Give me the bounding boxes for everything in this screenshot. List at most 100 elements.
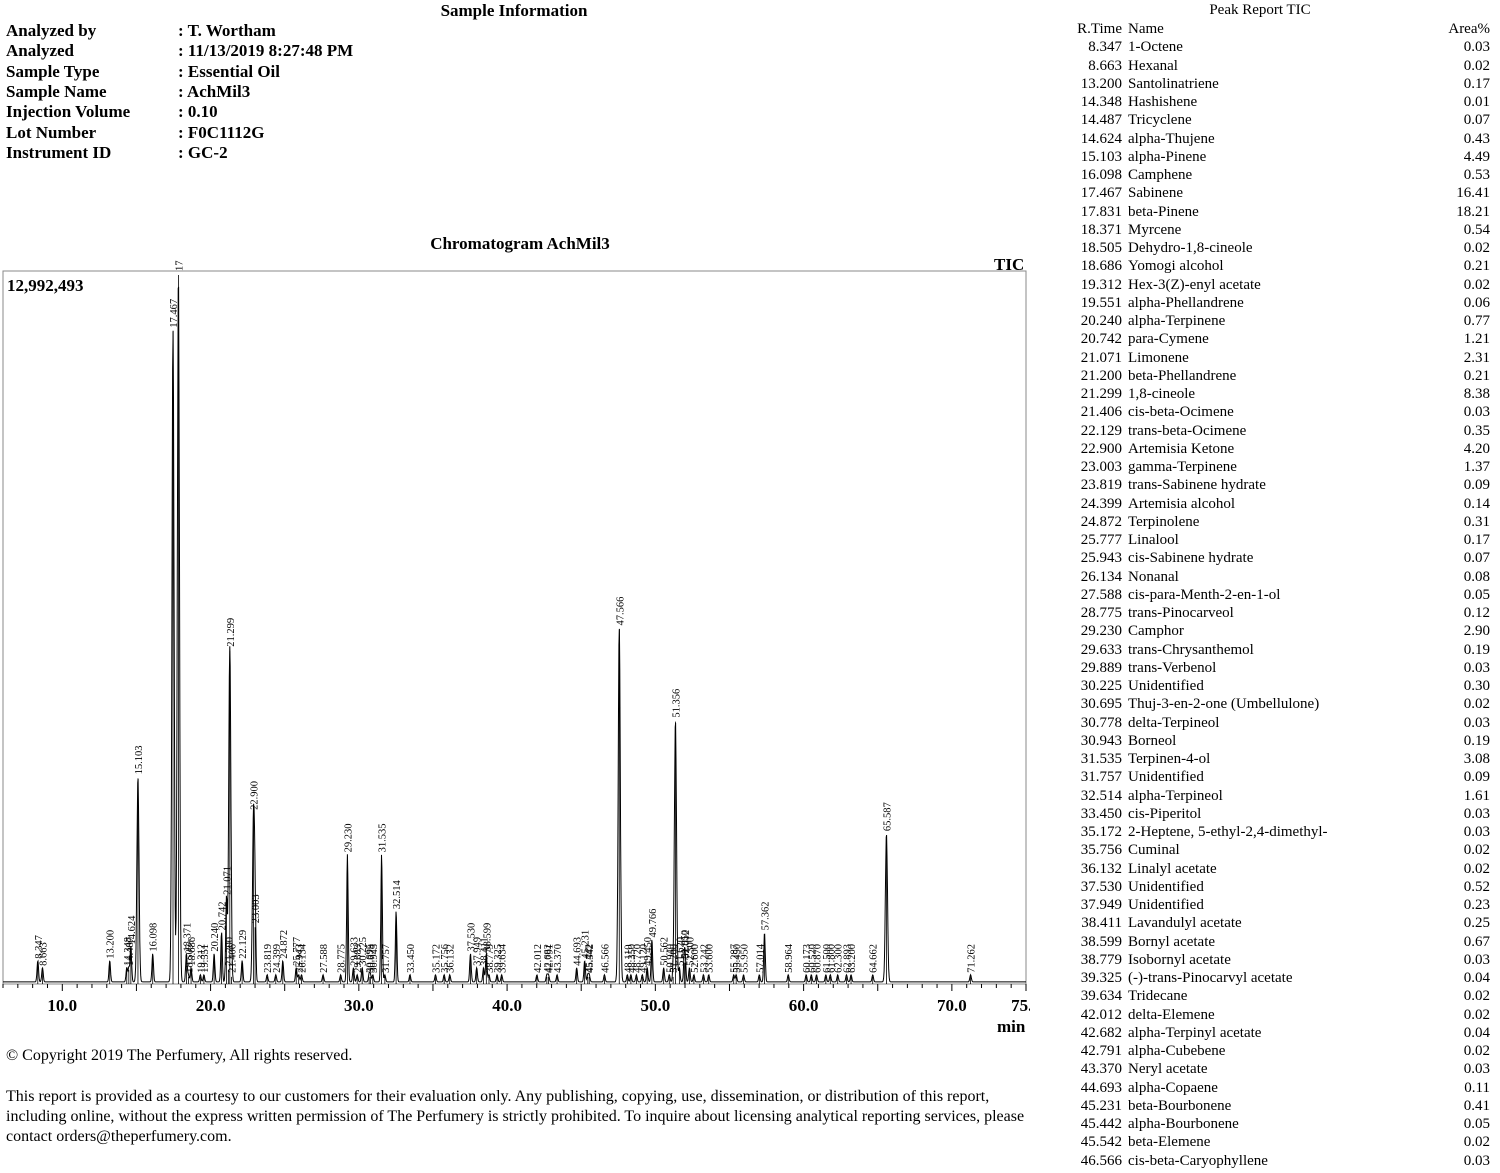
peak-name: alpha-Bourbonene [1128, 1116, 1239, 1133]
trace-label: TIC [994, 255, 1025, 274]
peak-row: 29.889 trans-Verbenol 0.03 [1060, 659, 1490, 677]
sample-info-value: : 11/13/2019 8:27:48 PM [178, 41, 354, 61]
peak-row: 37.949 Unidentified 0.23 [1060, 896, 1490, 914]
peak-row: 26.134 Nonanal 0.08 [1060, 568, 1490, 586]
peak-row: 20.742 para-Cymene 1.21 [1060, 330, 1490, 348]
peak-rtime: 30.695 [1080, 696, 1122, 713]
peak-label: 64.662 [869, 944, 880, 973]
peak-area: 0.14 [1463, 495, 1490, 512]
peak-name: trans-Pinocarveol [1128, 605, 1234, 622]
peak-area: 0.09 [1463, 477, 1490, 494]
peak-name: cis-para-Menth-2-en-1-ol [1128, 586, 1281, 603]
peak-row: 15.103 alpha-Pinene 4.49 [1060, 148, 1490, 166]
peak-area: 0.17 [1463, 75, 1490, 92]
peak-area: 0.53 [1463, 167, 1490, 184]
peak-label: 30.943 [369, 944, 380, 973]
peak-label: 48.110 [623, 944, 634, 973]
peak-name: Hexanal [1128, 57, 1178, 74]
header-name: Name [1128, 21, 1164, 38]
peak-area: 1.61 [1463, 787, 1490, 804]
peak-label: 48.350 [627, 944, 638, 973]
peak-rtime: 21.299 [1080, 386, 1122, 403]
peak-name: Artemisia Ketone [1128, 440, 1235, 457]
peak-label: 21.071 [222, 866, 233, 895]
peak-row: 23.003 gamma-Terpinene 1.37 [1060, 458, 1490, 476]
peak-name: Cuminal [1128, 842, 1180, 859]
peak-label: 57.362 [760, 901, 771, 930]
peak-area: 2.90 [1463, 623, 1490, 640]
peak-label: 53.600 [705, 944, 716, 973]
peak-name: Camphene [1128, 167, 1193, 184]
peak-row: 23.819 trans-Sabinene hydrate 0.09 [1060, 476, 1490, 494]
peak-rtime: 31.757 [1080, 769, 1122, 786]
peak-rtime: 19.551 [1080, 294, 1122, 311]
sample-info-label: Sample Type [6, 61, 100, 81]
peak-label: 25.777 [292, 937, 303, 966]
peak-label: 27.588 [319, 944, 330, 973]
peak-name: beta-Phellandrene [1128, 367, 1237, 384]
peak-label: 30.778 [366, 944, 377, 973]
peak-rtime: 45.542 [1080, 1134, 1122, 1151]
peak-name: cis-beta-Ocimene [1128, 404, 1234, 421]
peak-name: Nonanal [1128, 568, 1179, 585]
peak-rtime: 38.599 [1080, 933, 1122, 950]
peak-name: alpha-Terpineol [1128, 787, 1223, 804]
peak-name: cis-Piperitol [1128, 805, 1202, 822]
peak-rtime: 39.634 [1080, 988, 1122, 1005]
peak-area: 0.03 [1463, 714, 1490, 731]
peak-name: Unidentified [1128, 897, 1204, 914]
peak-label: 31.535 [378, 824, 389, 853]
peak-name: Yomogi alcohol [1128, 258, 1224, 275]
peak-rtime: 14.348 [1080, 94, 1122, 111]
peak-label: 22.129 [238, 930, 249, 959]
peak-name: trans-Verbenol [1128, 659, 1217, 676]
peak-report-body: 8.347 1-Octene 0.03 8.663 Hexanal 0.02 13.200 S… [1060, 38, 1490, 1170]
peak-row: 30.695 Thuj-3-en-2-one (Umbellulone) 0.02 [1060, 695, 1490, 713]
peak-rtime: 42.012 [1080, 1006, 1122, 1023]
peak-row: 18.371 Myrcene 0.54 [1060, 221, 1490, 239]
plot-frame [2, 270, 1027, 985]
peak-label: 24.872 [279, 930, 290, 959]
peak-label: 26.134 [298, 943, 309, 973]
peak-label: 52.600 [690, 944, 701, 973]
x-tick-label: 60.0 [789, 996, 819, 1015]
peak-row: 29.633 trans-Chrysanthemol 0.19 [1060, 641, 1490, 659]
peak-name: Unidentified [1128, 769, 1204, 786]
peak-row: 21.200 beta-Phellandrene 0.21 [1060, 367, 1490, 385]
peak-rtime: 17.467 [1080, 185, 1122, 202]
peak-rtime: 29.633 [1080, 641, 1122, 658]
peak-row: 8.347 1-Octene 0.03 [1060, 38, 1490, 56]
sample-info-value: : F0C1112G [178, 122, 265, 142]
peak-area: 0.19 [1463, 641, 1490, 658]
sample-info-label: Lot Number [6, 122, 97, 142]
peak-label: 8.663 [38, 942, 49, 966]
peak-label: 42.012 [533, 944, 544, 973]
peak-row: 46.566 cis-beta-Caryophyllene 0.03 [1060, 1152, 1490, 1170]
peak-name: Tricyclene [1128, 112, 1192, 129]
peak-row: 21.299 1,8-cineole 8.38 [1060, 385, 1490, 403]
peak-area: 16.41 [1456, 185, 1490, 202]
x-tick-label: 40.0 [492, 996, 522, 1015]
peak-rtime: 19.312 [1080, 276, 1122, 293]
peak-row: 38.599 Bornyl acetate 0.67 [1060, 933, 1490, 951]
peak-row: 22.129 trans-beta-Ocimene 0.35 [1060, 422, 1490, 440]
peak-name: Hex-3(Z)-enyl acetate [1128, 276, 1261, 293]
peak-label: 51.620 [675, 937, 686, 966]
peak-name: (-)-trans-Pinocarvyl acetate [1128, 970, 1293, 987]
peak-rtime: 24.399 [1080, 495, 1122, 512]
peak-label: 21.299 [226, 618, 237, 647]
peak-name: Artemisia alcohol [1128, 495, 1236, 512]
peak-rtime: 16.098 [1080, 167, 1122, 184]
peak-name: trans-Sabinene hydrate [1128, 477, 1266, 494]
peak-rtime: 30.778 [1080, 714, 1122, 731]
peak-rtime: 42.791 [1080, 1043, 1122, 1060]
peak-label: 65.587 [882, 802, 893, 831]
peak-area: 0.02 [1463, 240, 1490, 257]
peak-label: 49.120 [638, 944, 649, 973]
peak-row: 30.225 Unidentified 0.30 [1060, 677, 1490, 695]
peak-label: 51.950 [680, 930, 691, 959]
peak-name: cis-Sabinene hydrate [1128, 550, 1254, 567]
peak-area: 0.03 [1463, 39, 1490, 56]
peak-row: 24.872 Terpinolene 0.31 [1060, 513, 1490, 531]
y-max-label: 12,992,493 [7, 276, 84, 295]
